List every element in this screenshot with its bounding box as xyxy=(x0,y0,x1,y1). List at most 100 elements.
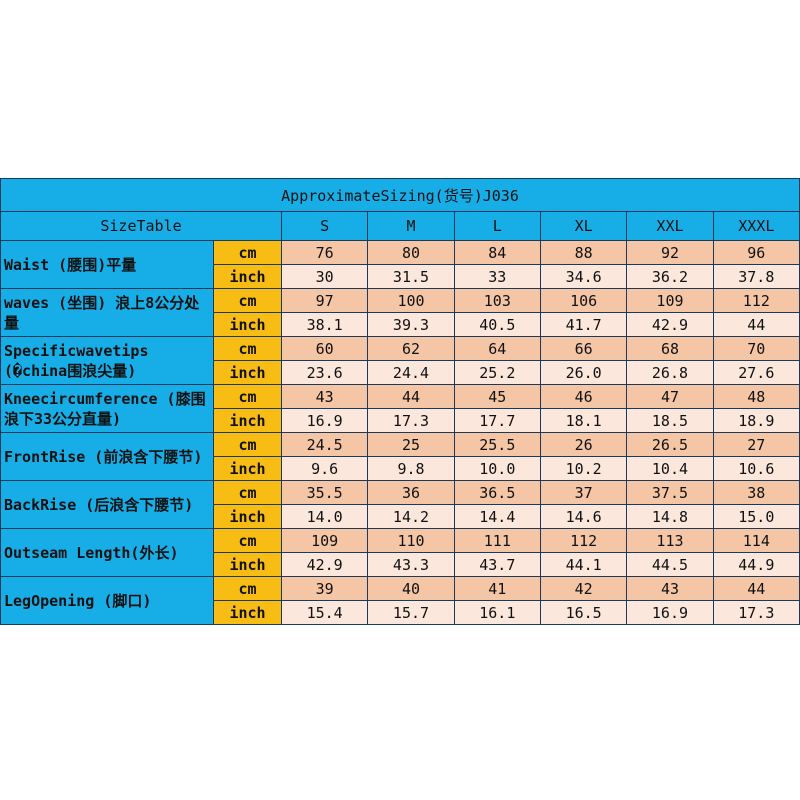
value-cell: 60 xyxy=(280,336,369,361)
value-cell: 112 xyxy=(712,288,800,313)
value-cell: 17.3 xyxy=(712,600,800,625)
value-cell: 113 xyxy=(626,528,714,553)
value-cell: 84 xyxy=(453,240,541,265)
value-cell: 112 xyxy=(539,528,628,553)
value-cell: 70 xyxy=(712,336,800,361)
measurement-label: LegOpening (脚口) xyxy=(0,576,214,625)
value-cell: 43.3 xyxy=(367,552,455,577)
value-cell: 14.2 xyxy=(367,504,455,529)
title-row: ApproximateSizing(货号)J036 xyxy=(0,178,800,212)
measurement-label: FrontRise (前浪含下腰节) xyxy=(0,432,214,481)
value-cell: 48 xyxy=(712,384,800,409)
measurement-label: Specificwavetips (�china围浪尖量) xyxy=(0,336,214,385)
value-cell: 10.2 xyxy=(539,456,628,481)
table-row: inch 9.6 9.8 10.0 10.2 10.4 10.6 xyxy=(1,456,800,481)
table-row: LegOpening (脚口) cm 39 40 41 42 43 44 xyxy=(0,576,800,625)
size-header-xl: XL xyxy=(539,211,628,241)
value-cell: 46 xyxy=(539,384,628,409)
value-cell: 36 xyxy=(367,480,455,505)
value-cell: 96 xyxy=(712,240,800,265)
value-cell: 16.9 xyxy=(280,408,369,433)
value-cell: 43 xyxy=(626,576,714,601)
value-cell: 17.3 xyxy=(367,408,455,433)
value-cell: 41.7 xyxy=(539,312,628,337)
measurement-label: waves (坐围) 浪上8公分处量 xyxy=(0,288,214,337)
value-cell: 37.5 xyxy=(626,480,714,505)
value-cell: 43 xyxy=(280,384,369,409)
value-cell: 15.0 xyxy=(712,504,800,529)
unit-inch: inch xyxy=(213,408,282,433)
value-cell: 39 xyxy=(280,576,369,601)
value-cell: 45 xyxy=(453,384,541,409)
value-cell: 42 xyxy=(539,576,628,601)
unit-cm: cm xyxy=(213,240,282,265)
value-cell: 10.6 xyxy=(712,456,800,481)
value-cell: 18.9 xyxy=(712,408,800,433)
value-cell: 26.0 xyxy=(539,360,628,385)
value-cell: 24.5 xyxy=(280,432,369,457)
unit-cm: cm xyxy=(213,336,282,361)
value-cell: 24.4 xyxy=(367,360,455,385)
value-cell: 10.0 xyxy=(453,456,541,481)
value-cell: 111 xyxy=(453,528,541,553)
value-cell: 39.3 xyxy=(367,312,455,337)
value-cell: 38 xyxy=(712,480,800,505)
value-cell: 10.4 xyxy=(626,456,714,481)
value-cell: 30 xyxy=(280,264,369,289)
value-cell: 40 xyxy=(367,576,455,601)
value-cell: 26.8 xyxy=(626,360,714,385)
value-cell: 25 xyxy=(367,432,455,457)
value-cell: 42.9 xyxy=(626,312,714,337)
value-cell: 37 xyxy=(539,480,628,505)
value-cell: 110 xyxy=(367,528,455,553)
value-cell: 16.9 xyxy=(626,600,714,625)
unit-inch: inch xyxy=(213,552,282,577)
value-cell: 103 xyxy=(453,288,541,313)
value-cell: 44.5 xyxy=(626,552,714,577)
table-row: inch 14.0 14.2 14.4 14.6 14.8 15.0 xyxy=(1,504,800,529)
value-cell: 106 xyxy=(539,288,628,313)
value-cell: 97 xyxy=(280,288,369,313)
value-cell: 31.5 xyxy=(367,264,455,289)
value-cell: 62 xyxy=(367,336,455,361)
value-cell: 34.6 xyxy=(539,264,628,289)
value-cell: 26 xyxy=(539,432,628,457)
value-cell: 92 xyxy=(626,240,714,265)
value-cell: 17.7 xyxy=(453,408,541,433)
value-cell: 47 xyxy=(626,384,714,409)
value-cell: 88 xyxy=(539,240,628,265)
table-row: waves (坐围) 浪上8公分处量 cm 97 100 103 106 109 112 xyxy=(0,288,800,337)
value-cell: 42.9 xyxy=(280,552,369,577)
size-header-l: L xyxy=(453,211,541,241)
value-cell: 43.7 xyxy=(453,552,541,577)
table-row: Outseam Length(外长) cm 109 110 111 112 113 114 xyxy=(0,528,800,577)
value-cell: 80 xyxy=(367,240,455,265)
value-cell: 16.5 xyxy=(539,600,628,625)
unit-inch: inch xyxy=(213,504,282,529)
value-cell: 16.1 xyxy=(453,600,541,625)
value-cell: 14.8 xyxy=(626,504,714,529)
measurement-label: BackRise (后浪含下腰节) xyxy=(0,480,214,529)
value-cell: 18.1 xyxy=(539,408,628,433)
table-row: Waist (腰围)平量 cm 76 80 84 88 92 96 xyxy=(0,240,800,289)
value-cell: 41 xyxy=(453,576,541,601)
value-cell: 35.5 xyxy=(280,480,369,505)
table-row: Specificwavetips (�china围浪尖量) cm 60 62 64 66 6… xyxy=(0,336,800,385)
header-row: SizeTable S M L XL XXL XXXL xyxy=(0,211,800,241)
size-table-label: SizeTable xyxy=(0,211,282,241)
unit-cm: cm xyxy=(213,576,282,601)
value-cell: 18.5 xyxy=(626,408,714,433)
size-header-xxl: XXL xyxy=(626,211,714,241)
value-cell: 9.8 xyxy=(367,456,455,481)
value-cell: 14.4 xyxy=(453,504,541,529)
size-header-m: M xyxy=(367,211,455,241)
value-cell: 44 xyxy=(712,576,800,601)
value-cell: 76 xyxy=(280,240,369,265)
table-row: inch 38.1 39.3 40.5 41.7 42.9 44 xyxy=(1,312,800,337)
value-cell: 25.5 xyxy=(453,432,541,457)
value-cell: 66 xyxy=(539,336,628,361)
unit-inch: inch xyxy=(213,600,282,625)
value-cell: 109 xyxy=(626,288,714,313)
table-row: inch 30 31.5 33 34.6 36.2 37.8 xyxy=(1,264,800,289)
